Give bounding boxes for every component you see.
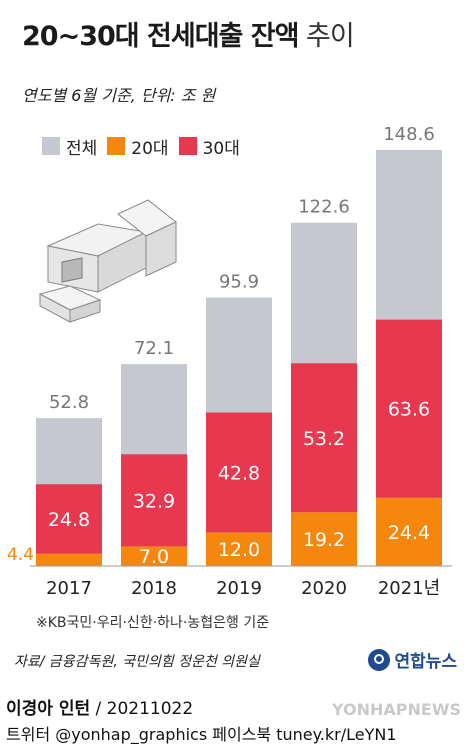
bar-20s-3 [291,512,357,566]
value-label-20s-1: 7.0 [139,546,169,568]
author-name: 이경아 인턴 [6,699,91,719]
value-label-30s-4: 63.6 [388,399,430,421]
legend-label-total: 전체 [66,138,98,159]
value-label-20s-4: 24.4 [388,522,430,544]
bar-30s-4 [376,319,442,498]
legend-label-30s: 30대 [202,138,240,159]
watermark: YONHAPNEWS [332,700,461,719]
x-tick-label-0: 2017 [46,578,92,599]
chart-subtitle: 연도별 6월 기준, 단위: 조 원 [22,86,216,105]
legend-swatch-20s [107,137,126,155]
bar-20s-0 [36,553,102,566]
value-label-30s-3: 53.2 [303,428,345,450]
x-tick-label-1: 2018 [131,578,177,599]
bar-20s-4 [376,497,442,566]
value-label-20s-2: 12.0 [218,539,260,561]
social-links: 트위터 @yonhap_graphics 페이스북 tuney.kr/LeYN1 [6,725,397,744]
value-label-total-0: 52.8 [49,392,89,413]
brand-name: 연합뉴스 [394,652,457,672]
value-label-30s-0: 24.8 [48,509,90,531]
chart-title-suffix: 추이 [298,21,355,52]
x-tick-label-3: 2020 [301,578,347,599]
source-text: 자료/ 금융감독원, 국민의힘 정운천 의원실 [14,654,260,670]
bar-20s-2 [206,532,272,566]
value-label-total-1: 72.1 [134,338,174,359]
legend-swatch-30s [178,137,197,155]
bar-30s-2 [206,412,272,533]
value-label-30s-2: 42.8 [218,462,260,484]
bar-30s-3 [291,363,357,513]
bar-30s-1 [121,454,187,547]
chart-canvas: 52.8 24.8 4.4 2017 72.1 32.9 7.0 2018 95.9 42.8 12… [7,124,452,599]
bar-30s-0 [36,484,102,554]
house-illustration [38,199,177,323]
footnote: ※KB국민·우리·신한·하나·농협은행 기준 [36,615,270,631]
brand: 연합뉴스 [368,647,457,672]
value-label-total-2: 95.9 [219,271,259,292]
author-line: 이경아 인턴 / 20211022 [6,694,193,719]
legend-label-20s: 20대 [131,138,169,159]
value-label-total-3: 122.6 [298,197,350,218]
x-tick-label-4: 2021년 [378,578,440,599]
author-date: / 20211022 [90,699,194,719]
chart-title: 20~30대 전세대출 잔액 추이 [22,14,355,53]
x-tick-label-2: 2019 [216,578,262,599]
legend-item-20s: 20대 [107,134,169,159]
value-label-30s-1: 32.9 [133,490,175,512]
value-label-total-4: 148.6 [383,124,435,145]
legend: 전체 20대 30대 [30,124,288,168]
yonhap-logo-icon [368,648,391,671]
legend-swatch-total [42,137,60,155]
value-label-20s-3: 19.2 [303,529,345,551]
bar-series-group: 52.8 24.8 4.4 2017 72.1 32.9 7.0 2018 95.9 42.8 12… [7,124,452,599]
chart-title-main: 20~30대 전세대출 잔액 [22,21,299,52]
value-label-20s-0: 4.4 [7,545,34,565]
legend-item-30s: 30대 [178,134,240,159]
bar-20s-1 [121,546,187,566]
legend-item-total: 전체 [42,134,97,159]
